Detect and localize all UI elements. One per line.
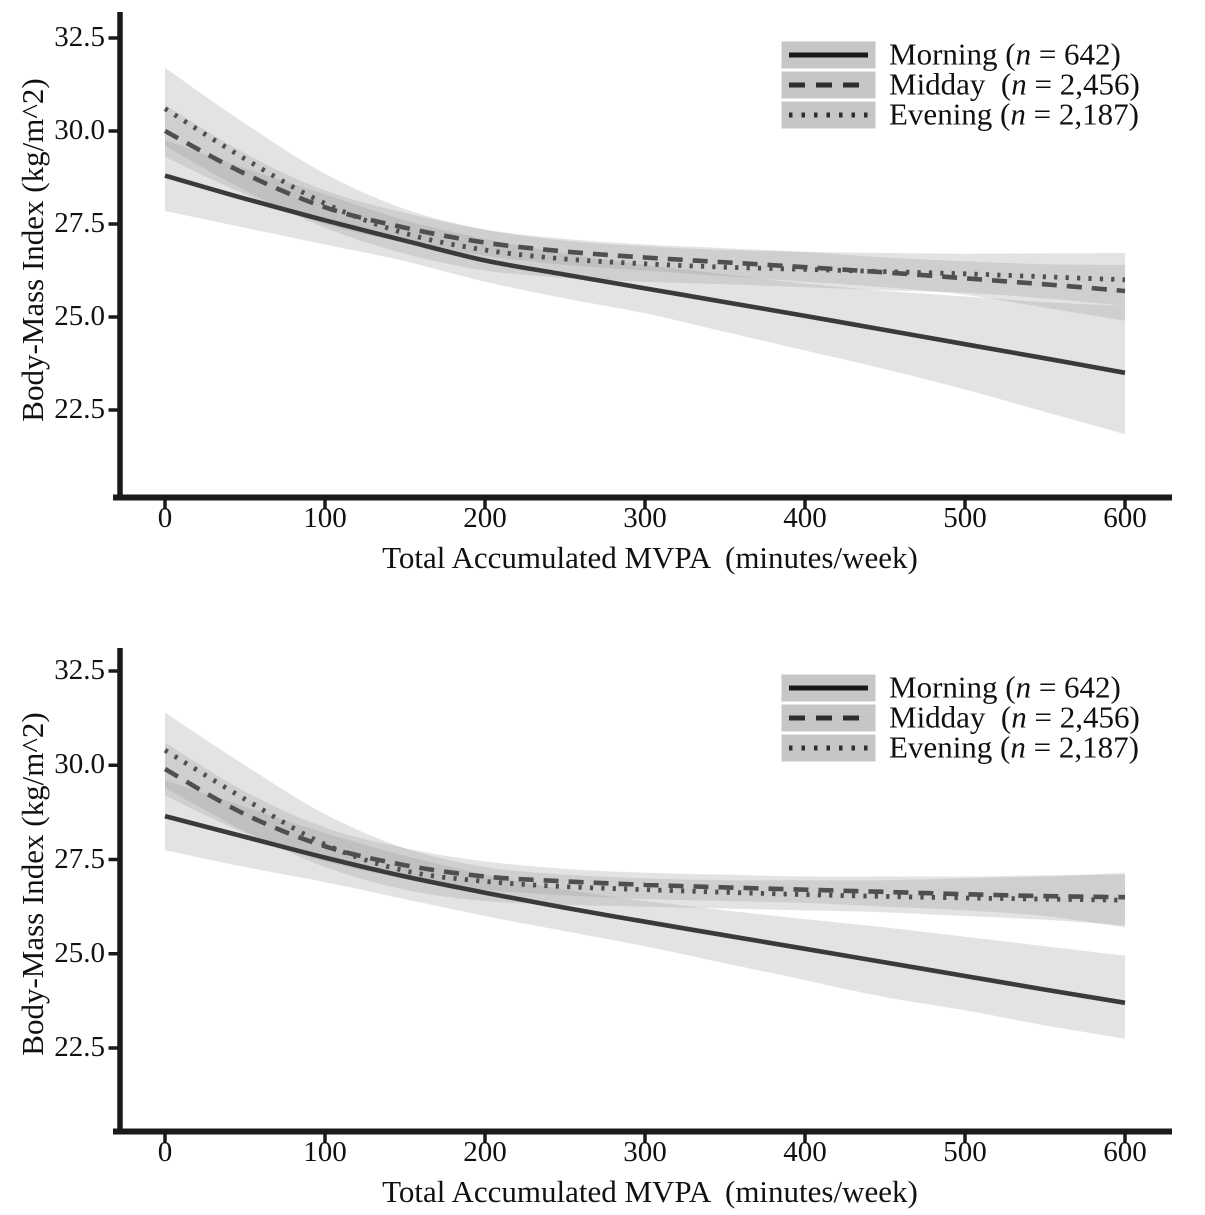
x-tick-label: 100 [303, 502, 347, 534]
x-tick-label: 200 [463, 502, 507, 534]
legend-entry-label: Morning (n = 642) [889, 669, 1121, 705]
x-tick-label: 300 [623, 1136, 667, 1168]
series-line-dotted-panel1 [163, 106, 1126, 283]
y-tick-label: 32.5 [54, 21, 105, 53]
y-tick-label: 32.5 [54, 654, 105, 686]
y-tick-label: 27.5 [54, 842, 105, 875]
y-tick-label: 30.0 [54, 114, 105, 146]
series-line-solid-panel1 [164, 173, 1126, 376]
x-tick-label: 0 [157, 1136, 173, 1168]
x-tick-label: 600 [1103, 502, 1147, 534]
legend-entry-label: Midday (n = 2,456) [889, 66, 1140, 102]
x-axis-title-top: Total Accumulated MVPA (minutes/week) [382, 540, 918, 575]
y-tick-label: 25.0 [54, 300, 105, 332]
x-tick-label: 500 [943, 502, 987, 534]
y-tick-label: 22.5 [54, 1031, 105, 1063]
ci-band-dotted-panel1 [165, 67, 1125, 306]
y-tick-label: 25.0 [54, 936, 105, 969]
series-line-solid-panel2 [164, 813, 1126, 1006]
x-axis-title-bottom: Total Accumulated MVPA (minutes/week) [382, 1174, 918, 1209]
ci-band-dotted-panel2 [165, 712, 1125, 926]
x-tick-label: 100 [303, 1136, 347, 1168]
x-tick-label: 500 [943, 1136, 987, 1168]
x-tick-label: 600 [1103, 1136, 1147, 1168]
x-tick-label: 200 [463, 1136, 507, 1168]
ci-band-dashed-panel1 [165, 105, 1125, 321]
y-tick-label: 30.0 [54, 748, 105, 781]
y-tick-label: 27.5 [54, 207, 105, 239]
ci-band-solid-panel2 [165, 780, 1125, 1039]
legend-entry-label: Morning (n = 642) [889, 36, 1121, 72]
x-tick-label: 0 [157, 502, 173, 534]
ci-band-dashed-panel2 [165, 742, 1125, 928]
legend-entry-label: Evening (n = 2,187) [889, 96, 1139, 132]
x-tick-label: 400 [783, 502, 827, 534]
legend-entry-label: Midday (n = 2,456) [889, 699, 1140, 735]
x-tick-label: 400 [783, 1136, 827, 1168]
legend-entry-label: Evening (n = 2,187) [889, 729, 1139, 765]
x-tick-label: 300 [623, 502, 667, 534]
y-tick-label: 22.5 [54, 393, 105, 425]
